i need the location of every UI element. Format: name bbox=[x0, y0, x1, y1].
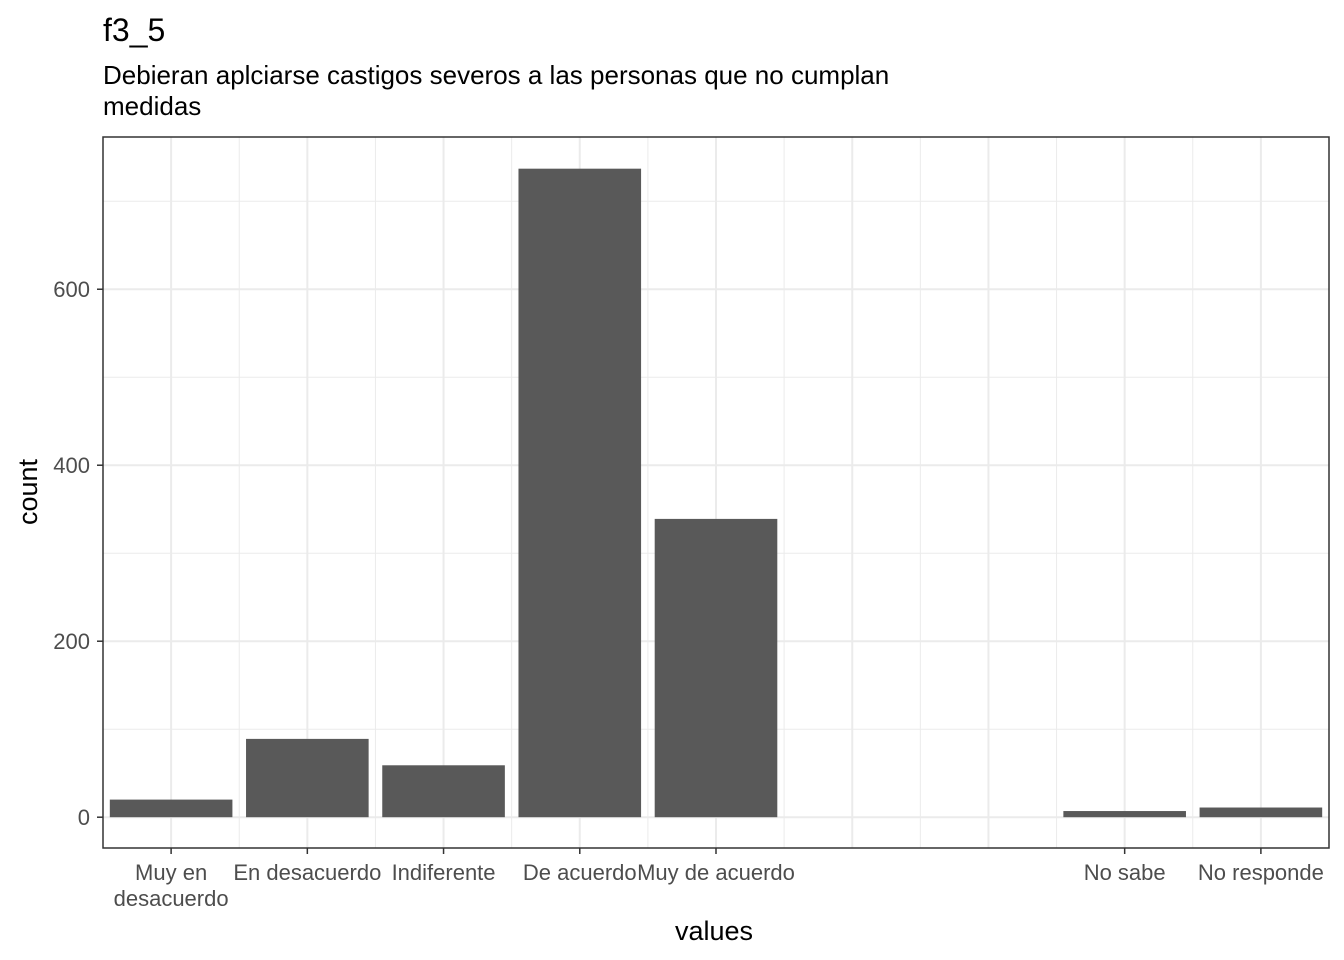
x-tick-label: En desacuerdo bbox=[233, 860, 381, 885]
x-tick-label: Muy en desacuerdo bbox=[114, 860, 229, 911]
x-tick-label: Indiferente bbox=[392, 860, 496, 885]
x-tick-label-line: De acuerdo bbox=[523, 860, 637, 885]
x-tick-label: No sabe bbox=[1084, 860, 1166, 885]
y-tick-label: 200 bbox=[53, 629, 90, 654]
y-tick-label: 400 bbox=[53, 453, 90, 478]
bars bbox=[109, 168, 1323, 818]
x-tick-label-line: Muy en bbox=[135, 860, 207, 885]
x-tick-label-line: No responde bbox=[1198, 860, 1324, 885]
bar bbox=[382, 765, 505, 818]
bar bbox=[246, 738, 369, 818]
y-tick-label: 600 bbox=[53, 277, 90, 302]
x-tick-label: No responde bbox=[1198, 860, 1324, 885]
bar bbox=[1063, 811, 1186, 818]
x-tick-label: De acuerdo bbox=[523, 860, 637, 885]
x-tick-label-line: desacuerdo bbox=[114, 886, 229, 911]
bar bbox=[1199, 807, 1323, 818]
chart-subtitle-line-1: Debieran aplciarse castigos severos a la… bbox=[103, 60, 889, 90]
y-axis-title: count bbox=[13, 458, 43, 525]
bar bbox=[109, 799, 233, 818]
bar bbox=[518, 168, 642, 818]
chart-title: f3_5 bbox=[103, 12, 165, 48]
bar bbox=[654, 518, 778, 818]
x-tick-label-line: En desacuerdo bbox=[233, 860, 381, 885]
chart-subtitle-line-2: medidas bbox=[103, 91, 201, 121]
y-tick-label: 0 bbox=[78, 805, 90, 830]
x-tick-label-line: No sabe bbox=[1084, 860, 1166, 885]
y-axis: 0 200 400 600 bbox=[53, 277, 103, 830]
x-tick-label-line: Indiferente bbox=[392, 860, 496, 885]
x-tick-label: Muy de acuerdo bbox=[637, 860, 795, 885]
x-axis-title: values bbox=[675, 916, 753, 946]
x-tick-label-line: Muy de acuerdo bbox=[637, 860, 795, 885]
